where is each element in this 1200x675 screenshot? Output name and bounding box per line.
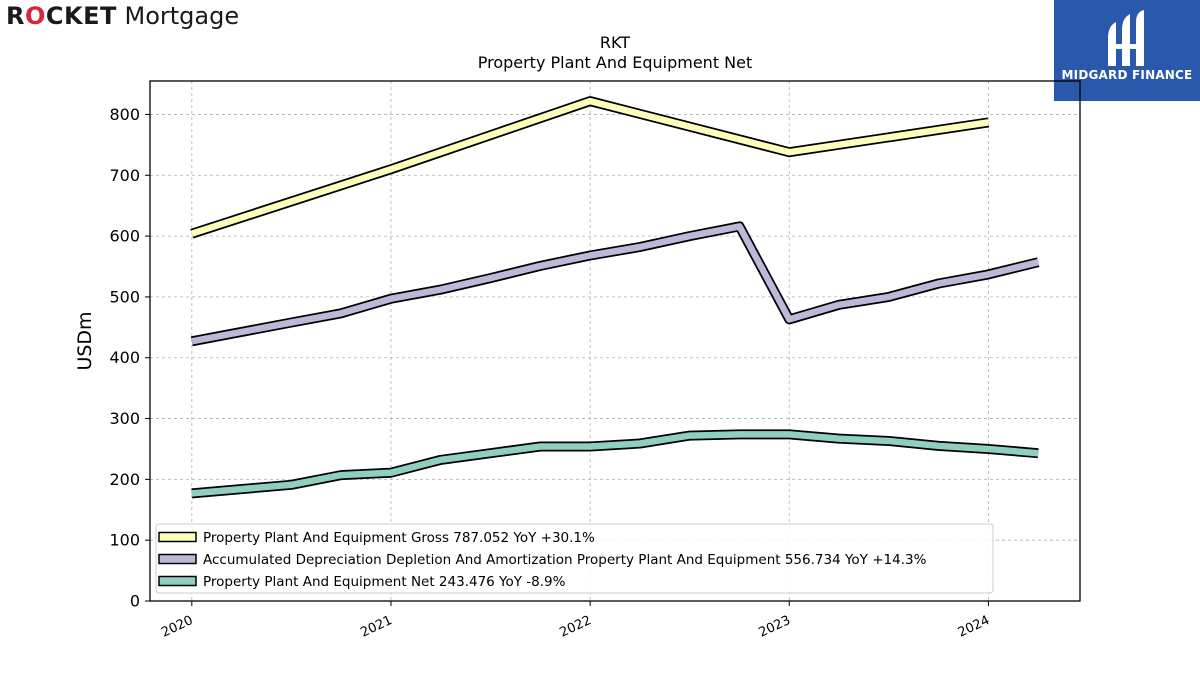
grid	[150, 81, 1080, 602]
series-line-1	[190, 97, 989, 237]
midgard-finance-badge: MIDGARD FINANCE	[1054, 0, 1200, 101]
y-tick-label: 600	[109, 227, 140, 246]
legend-swatch	[158, 575, 197, 587]
x-tick-label: 2021	[358, 613, 394, 641]
legend-entry: Property Plant And Equipment Net 243.476…	[203, 574, 566, 590]
logo-light-text: Mortgage	[116, 2, 240, 30]
legend-swatch	[158, 553, 197, 565]
y-tick-label: 400	[109, 348, 140, 367]
y-axis-label: USDm	[74, 311, 96, 370]
legend-box	[155, 523, 994, 594]
y-tick-label: 700	[109, 166, 140, 185]
chart-title: RKT	[600, 33, 630, 52]
rocket-mortgage-logo: ROCKET Mortgage	[6, 2, 239, 30]
x-tick-label: 2022	[557, 613, 593, 641]
series-line-2	[191, 223, 1039, 345]
plot-frame	[149, 80, 1081, 602]
series-outline-2	[190, 221, 1040, 347]
y-tick-label: 0	[130, 592, 140, 611]
chart-subtitle: Property Plant And Equipment Net	[478, 53, 753, 72]
y-tick-label: 500	[109, 287, 140, 306]
x-tick-label: 2024	[956, 613, 992, 641]
logo-o-letter: O	[24, 2, 46, 30]
legend-entry: Accumulated Depreciation Depletion And A…	[203, 552, 927, 568]
legend: Property Plant And Equipment Gross 787.0…	[155, 523, 994, 594]
x-tick-label: 2020	[159, 613, 195, 641]
badge-label: MIDGARD FINANCE	[1061, 68, 1193, 82]
logo-bold-text: ROCKET	[6, 2, 117, 30]
y-tick-label: 200	[109, 470, 140, 489]
y-tick-label: 300	[109, 409, 140, 428]
series-layer	[190, 96, 1040, 499]
legend-swatch	[158, 531, 197, 543]
series-line-3	[191, 431, 1039, 497]
x-axis: 2020 2021 2022 2023 2024	[159, 601, 992, 641]
y-tick-label: 100	[109, 531, 140, 550]
midgard-mark-icon	[1108, 10, 1144, 66]
y-axis: 0 100 200 300 400 500 600 700 800	[109, 105, 150, 611]
legend-entry: Property Plant And Equipment Gross 787.0…	[203, 530, 595, 546]
y-tick-label: 800	[109, 105, 140, 124]
x-tick-label: 2023	[757, 613, 793, 641]
